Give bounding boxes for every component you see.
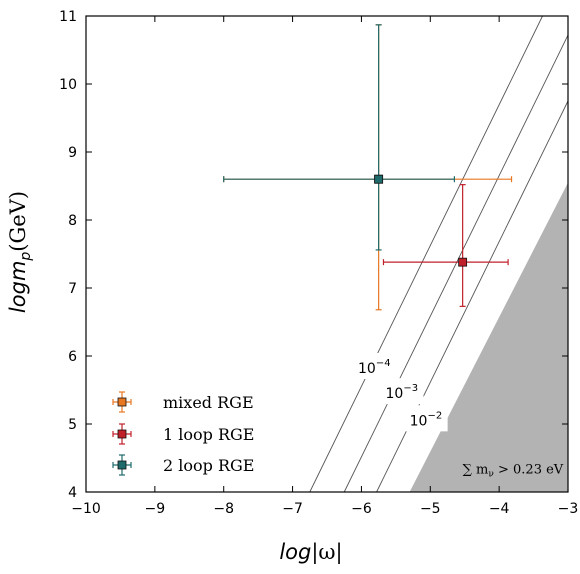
contour-label: 10−3 <box>386 383 419 402</box>
y-tick-label: 6 <box>68 349 77 365</box>
y-tick-label: 8 <box>68 213 77 229</box>
x-tick-label: −6 <box>351 501 372 517</box>
contour-label-bg <box>381 378 424 405</box>
y-axis-label: logmp(GeV) <box>6 191 34 313</box>
legend-item: mixed RGE <box>112 391 254 413</box>
y-tick-label: 10 <box>59 77 77 93</box>
x-tick-label: −5 <box>420 501 441 517</box>
legend-label: 1 loop RGE <box>163 425 254 444</box>
contour-label-bg <box>353 353 396 379</box>
contour-label-bg <box>405 405 448 432</box>
x-tick-label: −7 <box>282 501 303 517</box>
contour-line <box>343 34 569 493</box>
data-points <box>223 24 513 311</box>
y-tick-label: 7 <box>68 281 77 297</box>
excluded-region-label: ∑ mν > 0.23 eV <box>463 463 564 480</box>
data-point-1-loop-rge <box>382 184 509 307</box>
legend-label: 2 loop RGE <box>163 456 254 475</box>
contour-labels: 10−4 10−3 10−2 <box>353 353 448 432</box>
y-tick-label: 4 <box>68 485 77 501</box>
legend-item: 1 loop RGE <box>112 423 254 445</box>
x-tick-label: −3 <box>558 501 579 517</box>
x-tick-label: −9 <box>145 501 166 517</box>
y-tick-label: 11 <box>59 9 77 25</box>
plot-frame <box>85 15 569 493</box>
x-tick-label: −8 <box>213 501 234 517</box>
x-tick-label: −10 <box>71 501 101 517</box>
legend-label: mixed RGE <box>163 393 254 412</box>
contour-label: 10−4 <box>358 358 391 377</box>
axis-ticks: −10 −9 −8 −7 −6 −5 −4 −3 4 5 6 7 8 9 10 11 <box>59 9 578 517</box>
y-tick-label: 9 <box>68 145 77 161</box>
contour-label: 10−2 <box>410 410 443 429</box>
data-point-2-loop-rge <box>223 24 455 251</box>
legend: mixed RGE 1 loop RGE 2 loop RGE <box>112 391 254 476</box>
legend-item: 2 loop RGE <box>112 454 254 476</box>
excluded-region <box>409 182 568 492</box>
y-tick-label: 5 <box>68 417 77 433</box>
x-tick-label: −4 <box>489 501 510 517</box>
contour-line <box>309 15 543 493</box>
x-axis-label: log|ω| <box>279 540 342 565</box>
